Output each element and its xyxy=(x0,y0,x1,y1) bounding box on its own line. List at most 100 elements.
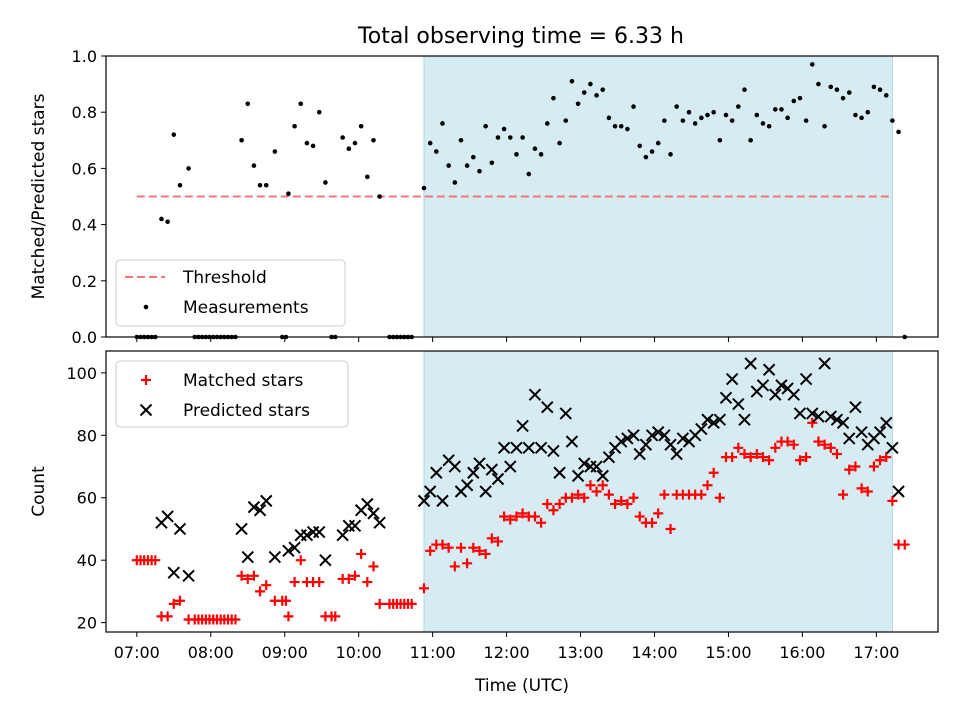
predicted-star-point xyxy=(719,391,733,405)
matched-star-point xyxy=(634,511,645,522)
predicted-star-point xyxy=(161,510,174,523)
matched-star-point xyxy=(511,511,522,522)
matched-star-point xyxy=(542,498,553,509)
measurement-point xyxy=(538,152,544,157)
matched-star-point xyxy=(230,614,241,625)
legend-threshold-label: Threshold xyxy=(182,268,267,288)
predicted-star-point xyxy=(676,432,690,445)
matched-star-point xyxy=(813,436,824,447)
measurement-point xyxy=(575,101,581,107)
predicted-star-point xyxy=(448,460,462,473)
measurement-point xyxy=(427,140,433,146)
measurement-point xyxy=(834,87,840,93)
predicted-star-point xyxy=(578,457,591,470)
measurement-point xyxy=(655,140,661,146)
measurement-point xyxy=(736,104,741,109)
matched-star-point xyxy=(788,439,799,450)
predicted-star-point xyxy=(336,529,349,542)
legend-box xyxy=(115,360,349,428)
measurement-point xyxy=(699,115,704,121)
measurement-point xyxy=(723,112,729,118)
matched-star-point xyxy=(733,442,744,453)
predicted-star-point xyxy=(522,441,535,454)
measurement-point xyxy=(871,84,877,90)
matched-star-point xyxy=(696,489,707,500)
predicted-star-point xyxy=(510,441,523,454)
measurement-point xyxy=(797,95,803,101)
predicted-star-point xyxy=(855,425,868,439)
measurement-point xyxy=(717,138,723,143)
x-tick-label: 14:00 xyxy=(631,643,677,662)
axes-frame xyxy=(105,55,939,338)
matched-star-point xyxy=(280,595,291,606)
x-tick-label: 17:00 xyxy=(853,643,899,662)
y-tick-label: 60 xyxy=(77,489,97,508)
matched-star-point xyxy=(437,539,448,550)
measurement-point xyxy=(446,163,451,168)
measurement-point xyxy=(711,109,716,115)
x-tick-label: 13:00 xyxy=(557,643,603,662)
x-tick-label: 11:00 xyxy=(410,643,456,662)
x-tick-label: 10:00 xyxy=(336,643,382,662)
predicted-star-point xyxy=(695,422,708,436)
measurement-point xyxy=(304,140,310,146)
measurement-point xyxy=(452,180,458,185)
predicted-star-point xyxy=(373,516,386,529)
predicted-star-point xyxy=(436,494,449,508)
predicted-star-point xyxy=(707,416,720,430)
predicted-star-point xyxy=(836,416,850,430)
measurement-point xyxy=(495,135,501,140)
matched-star-point xyxy=(554,498,565,509)
measurement-point xyxy=(323,180,328,185)
predicted-star-point xyxy=(732,397,745,411)
matched-star-point xyxy=(628,492,639,503)
matched-star-point xyxy=(770,442,781,453)
predicted-star-point xyxy=(596,469,609,483)
legend: Matched stars Predicted stars xyxy=(115,360,349,428)
matched-star-point xyxy=(492,536,503,547)
measurement-point xyxy=(489,160,495,166)
measurement-point xyxy=(637,143,643,149)
measurement-point xyxy=(507,135,513,140)
matched-star-point xyxy=(807,417,818,428)
measurement-point xyxy=(846,90,852,95)
matched-star-point xyxy=(856,483,867,494)
predicted-star-point xyxy=(497,441,511,454)
matched-star-point xyxy=(362,577,373,588)
measurement-point xyxy=(606,115,612,121)
measurement-point xyxy=(365,174,370,180)
predicted-star-point xyxy=(713,413,727,426)
predicted-star-point xyxy=(658,429,671,442)
predicted-star-point xyxy=(473,457,486,470)
matched-star-point xyxy=(443,542,454,553)
y-tick-label: 0.0 xyxy=(72,328,97,347)
predicted-star-point xyxy=(670,447,683,461)
predicted-star-point xyxy=(282,544,295,558)
measurement-point xyxy=(251,163,257,168)
matched-star-point xyxy=(899,539,910,550)
matched-star-point xyxy=(591,486,602,497)
predicted-star-point xyxy=(762,363,776,376)
measurement-point xyxy=(612,123,618,129)
legend-matched-swatch xyxy=(141,375,151,385)
predicted-star-point xyxy=(504,460,517,473)
matched-star-point xyxy=(168,598,179,609)
x-tick-label: 12:00 xyxy=(484,643,530,662)
predicted-star-point xyxy=(880,416,893,430)
matched-star-point xyxy=(887,495,898,506)
matched-star-point xyxy=(665,523,676,534)
y-tick-label: 0.8 xyxy=(72,103,97,122)
predicted-star-point xyxy=(806,407,819,420)
measurement-point xyxy=(803,118,809,123)
series-matched-stars xyxy=(131,417,910,625)
matched-star-point xyxy=(295,555,306,566)
measurement-point xyxy=(159,216,164,222)
measurement-point xyxy=(828,84,834,90)
matched-star-point xyxy=(597,480,608,491)
matched-star-point xyxy=(825,442,836,453)
y-tick-label: 1.0 xyxy=(72,47,97,66)
measurement-point xyxy=(686,109,692,115)
matched-star-point xyxy=(248,570,259,581)
predicted-star-point xyxy=(541,400,554,414)
measurement-point xyxy=(649,149,655,154)
